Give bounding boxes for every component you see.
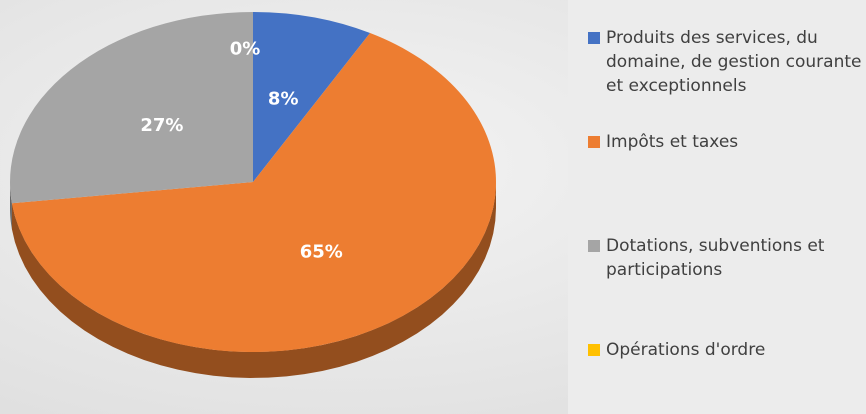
slice xyxy=(253,12,371,182)
legend-label: Produits des services, du domaine, de ge… xyxy=(606,28,862,96)
legend-swatch xyxy=(588,344,600,356)
legend-item: Impôts et taxes xyxy=(588,130,863,154)
legend-label: Impôts et taxes xyxy=(606,132,739,152)
data-label: 0% xyxy=(230,38,261,59)
legend-item: Produits des services, du domaine, de ge… xyxy=(588,26,863,98)
chart: 8% 65% 27% 0% xyxy=(9,12,496,378)
legend-swatch xyxy=(588,32,600,44)
legend-item: Opérations d'ordre xyxy=(588,338,863,362)
data-label: 65% xyxy=(300,241,343,262)
legend-label: Dotations, subventions et participations xyxy=(606,236,825,280)
slice-side xyxy=(10,182,12,230)
legend: Produits des services, du domaine, de ge… xyxy=(568,0,866,414)
legend-label: Opérations d'ordre xyxy=(606,340,766,360)
slice xyxy=(11,33,496,352)
data-label: 8% xyxy=(268,89,299,110)
legend-swatch xyxy=(588,136,600,148)
legend-swatch xyxy=(588,240,600,252)
legend-item: Dotations, subventions et participations xyxy=(588,234,863,282)
data-label: 27% xyxy=(140,115,183,136)
slice xyxy=(9,12,253,204)
